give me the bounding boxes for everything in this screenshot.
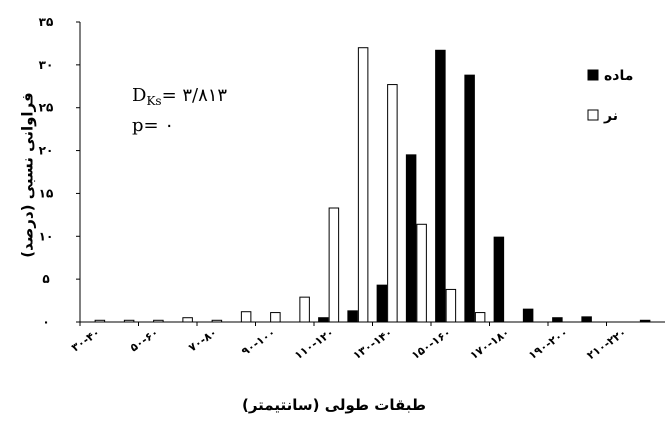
- annotation-d: D: [132, 85, 146, 106]
- legend-label: ماده: [604, 68, 633, 84]
- x-tick-label: ۵۰-۶۰: [128, 326, 161, 355]
- x-tick-label: ۱۹۰-۲۰۰: [526, 326, 570, 362]
- bar-male: [445, 288, 457, 323]
- x-tick-label: ۱۵۰-۱۶۰: [409, 326, 453, 362]
- bar-female: [435, 49, 446, 323]
- legend: ماده نر: [587, 68, 633, 124]
- annotation-p: p= ۰: [132, 115, 174, 136]
- legend-label: نر: [603, 108, 618, 124]
- x-tick-label: ۱۳۰-۱۴۰: [351, 326, 395, 362]
- bar-female: [522, 308, 534, 323]
- annotation-d-value: = ۳/۸۱۳: [162, 85, 228, 106]
- y-tick-label: ۱۰: [39, 229, 54, 243]
- legend-swatch: [587, 69, 599, 81]
- bar-female: [347, 310, 358, 323]
- bar-male: [387, 84, 398, 323]
- bar-female: [581, 316, 592, 323]
- bar-male: [357, 47, 369, 323]
- bar-male: [240, 311, 252, 323]
- bar-female: [318, 317, 329, 323]
- x-tick-label: ۹۰-۱۰۰: [239, 326, 278, 359]
- y-axis-title: فراوانی نسبی (درصد): [19, 92, 37, 257]
- y-tick-label: ۵: [42, 272, 49, 286]
- bar-female: [405, 154, 417, 323]
- bar-female: [493, 236, 505, 323]
- bar-female: [376, 284, 388, 323]
- x-ticks: ۳۰-۴۰ ۵۰-۶۰ ۷۰-۸۰ ۹۰-۱۰۰ ۱۱۰-۱۲۰ ۱۳۰-۱۴۰ ۱۵۰-۱…: [69, 322, 629, 362]
- y-tick-label: ۳۰: [39, 58, 54, 72]
- y-tick-label: ۳۵: [39, 15, 54, 29]
- legend-swatch: [587, 109, 599, 121]
- bar-female: [552, 317, 563, 323]
- y-tick-label: ۱۵: [39, 186, 54, 200]
- y-tick-label: ۲۵: [39, 101, 54, 115]
- y-ticks: ۰ ۵ ۱۰ ۱۵ ۲۰ ۲۵ ۳۰ ۳۵: [39, 15, 80, 329]
- svg-text:DKs= ۳/۸۱۳: DKs= ۳/۸۱۳: [132, 85, 227, 108]
- x-tick-label: ۱۷۰-۱۸۰: [468, 326, 512, 362]
- bars-layer: [94, 47, 651, 323]
- x-tick-label: ۱۱۰-۱۲۰: [292, 326, 336, 362]
- y-tick-label: ۲۰: [39, 144, 54, 158]
- x-tick-label: ۷۰-۸۰: [186, 326, 219, 355]
- x-axis-title: طبقات طولی (سانتیمتر): [242, 396, 426, 414]
- bar-male: [416, 223, 427, 323]
- y-tick-label: ۰: [42, 315, 49, 329]
- ks-annotation: DKs= ۳/۸۱۳ p= ۰: [132, 85, 227, 136]
- bar-male: [270, 312, 281, 323]
- x-tick-label: ۲۱۰-۲۲۰: [585, 326, 629, 362]
- annotation-d-subscript: Ks: [146, 94, 161, 108]
- bar-male: [182, 317, 193, 323]
- bar-female: [464, 74, 475, 323]
- bar-male: [328, 207, 340, 323]
- x-tick-label: ۳۰-۴۰: [69, 326, 102, 355]
- bar-male: [474, 312, 486, 323]
- bar-male: [299, 296, 310, 323]
